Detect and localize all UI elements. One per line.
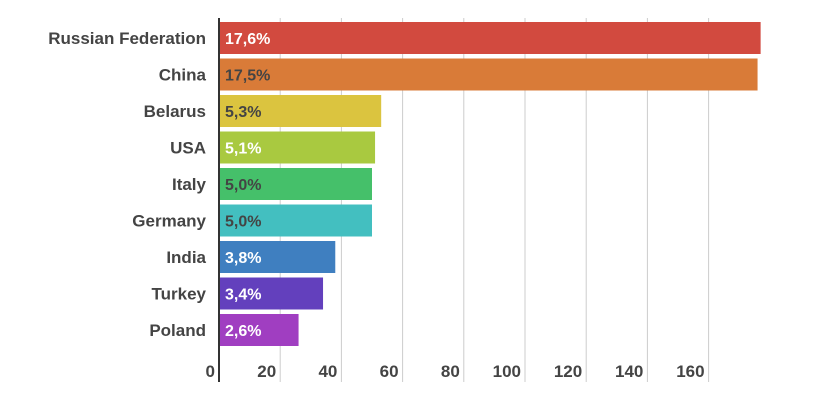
data-label: 2,6% [225,323,261,340]
x-tick-label: 20 [257,362,276,381]
x-tick-label: 140 [615,362,643,381]
data-label: 5,3% [225,104,261,121]
category-label: Italy [172,175,207,194]
bar [219,22,761,54]
category-labels: Russian Federation China Belarus USA Italy Ge… [48,29,206,340]
x-tick-label: 40 [318,362,337,381]
bar [219,314,299,346]
category-label: Belarus [144,102,206,121]
bar [219,241,336,273]
x-tick-label: 0 [206,362,215,381]
category-label: Germany [132,212,206,231]
category-label: Poland [149,321,206,340]
x-tick-label: 60 [380,362,399,381]
x-tick-label: 80 [441,362,460,381]
category-label: India [166,248,206,267]
data-label: 3,4% [225,287,261,304]
bar [219,277,324,310]
bar [219,204,372,237]
x-tick-label: 160 [676,362,704,381]
category-label: Russian Federation [48,29,206,48]
bar [219,95,382,127]
category-label: Turkey [152,285,207,304]
bars [219,22,761,346]
x-tick-label: 100 [493,362,521,381]
data-label: 17,5% [225,68,270,85]
category-label: USA [170,139,206,158]
data-label: 5,0% [225,177,261,194]
data-label: 17,6% [225,31,270,48]
category-label: China [159,66,207,85]
bar [219,168,372,200]
x-tick-label: 120 [554,362,582,381]
bar [219,58,758,91]
data-label: 3,8% [225,250,261,267]
data-label: 5,0% [225,214,261,231]
data-labels: 17,6% 17,5% 5,3% 5,1% 5,0% 5,0% 3,8% 3,4% 2,6% [225,31,270,340]
bar [219,131,376,164]
x-tick-labels: 0 20 40 60 80 100 120 140 160 [206,362,705,381]
data-label: 5,1% [225,141,261,158]
